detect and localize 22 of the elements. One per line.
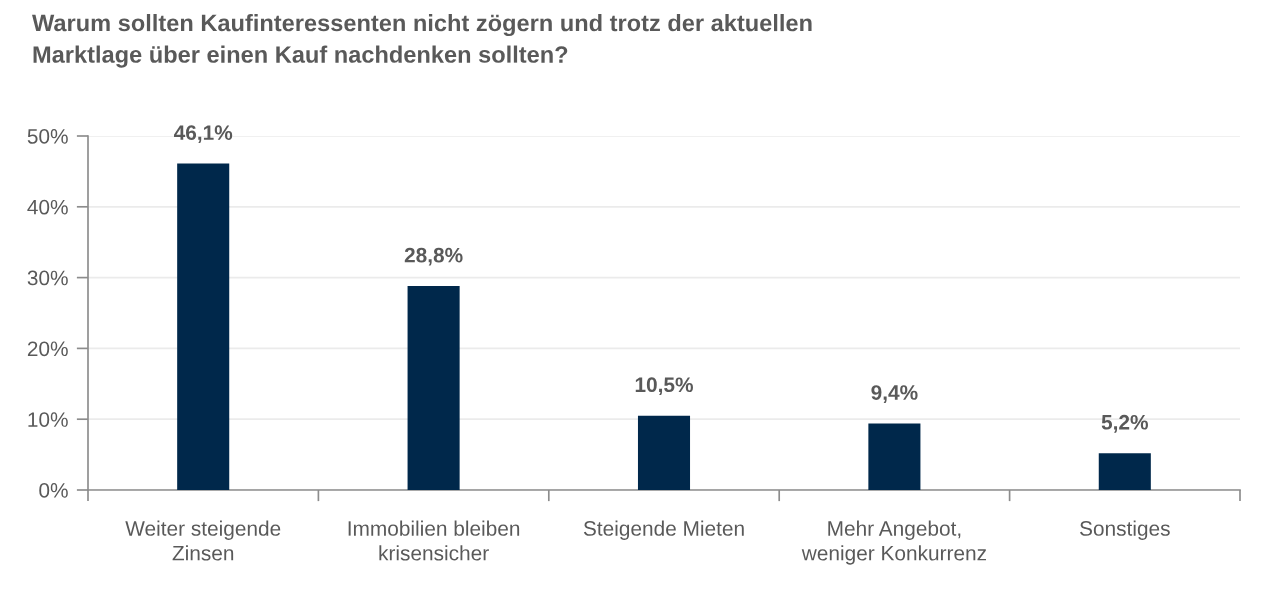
x-tick-label: Mehr Angebot, weniger Konkurrenz [801, 520, 987, 565]
y-tick-label: 0% [39, 483, 68, 498]
data-label: 46,1% [173, 125, 233, 144]
data-label: 10,5% [635, 377, 693, 396]
y-tick-label: 10% [28, 412, 68, 427]
bar [868, 423, 921, 490]
bar [637, 415, 691, 490]
bar [177, 163, 230, 490]
x-tick-label: Sonstiges [1080, 520, 1170, 540]
data-label: 28,8% [404, 247, 463, 266]
y-tick-label: 40% [27, 199, 68, 215]
x-tick-label: Steigende Mieten [583, 520, 744, 540]
bar [407, 286, 460, 490]
y-tick-label: 20% [27, 341, 68, 357]
y-tick-label: 30% [27, 270, 68, 286]
x-tick-label: Weiter steigende Zinsen [125, 520, 281, 561]
data-label: 9,4% [871, 385, 918, 403]
y-tick-label: 50% [27, 129, 68, 144]
data-label: 5,2% [1101, 414, 1148, 433]
chart-title: Warum sollten Kaufinteressenten nicht zögern und trotz der aktuellen Marktlage über einen Kauf nachdenken sollten? [32, 14, 812, 68]
bar [1098, 453, 1151, 490]
x-tick-label: Immobilien bleiben krisensicher [348, 520, 520, 561]
